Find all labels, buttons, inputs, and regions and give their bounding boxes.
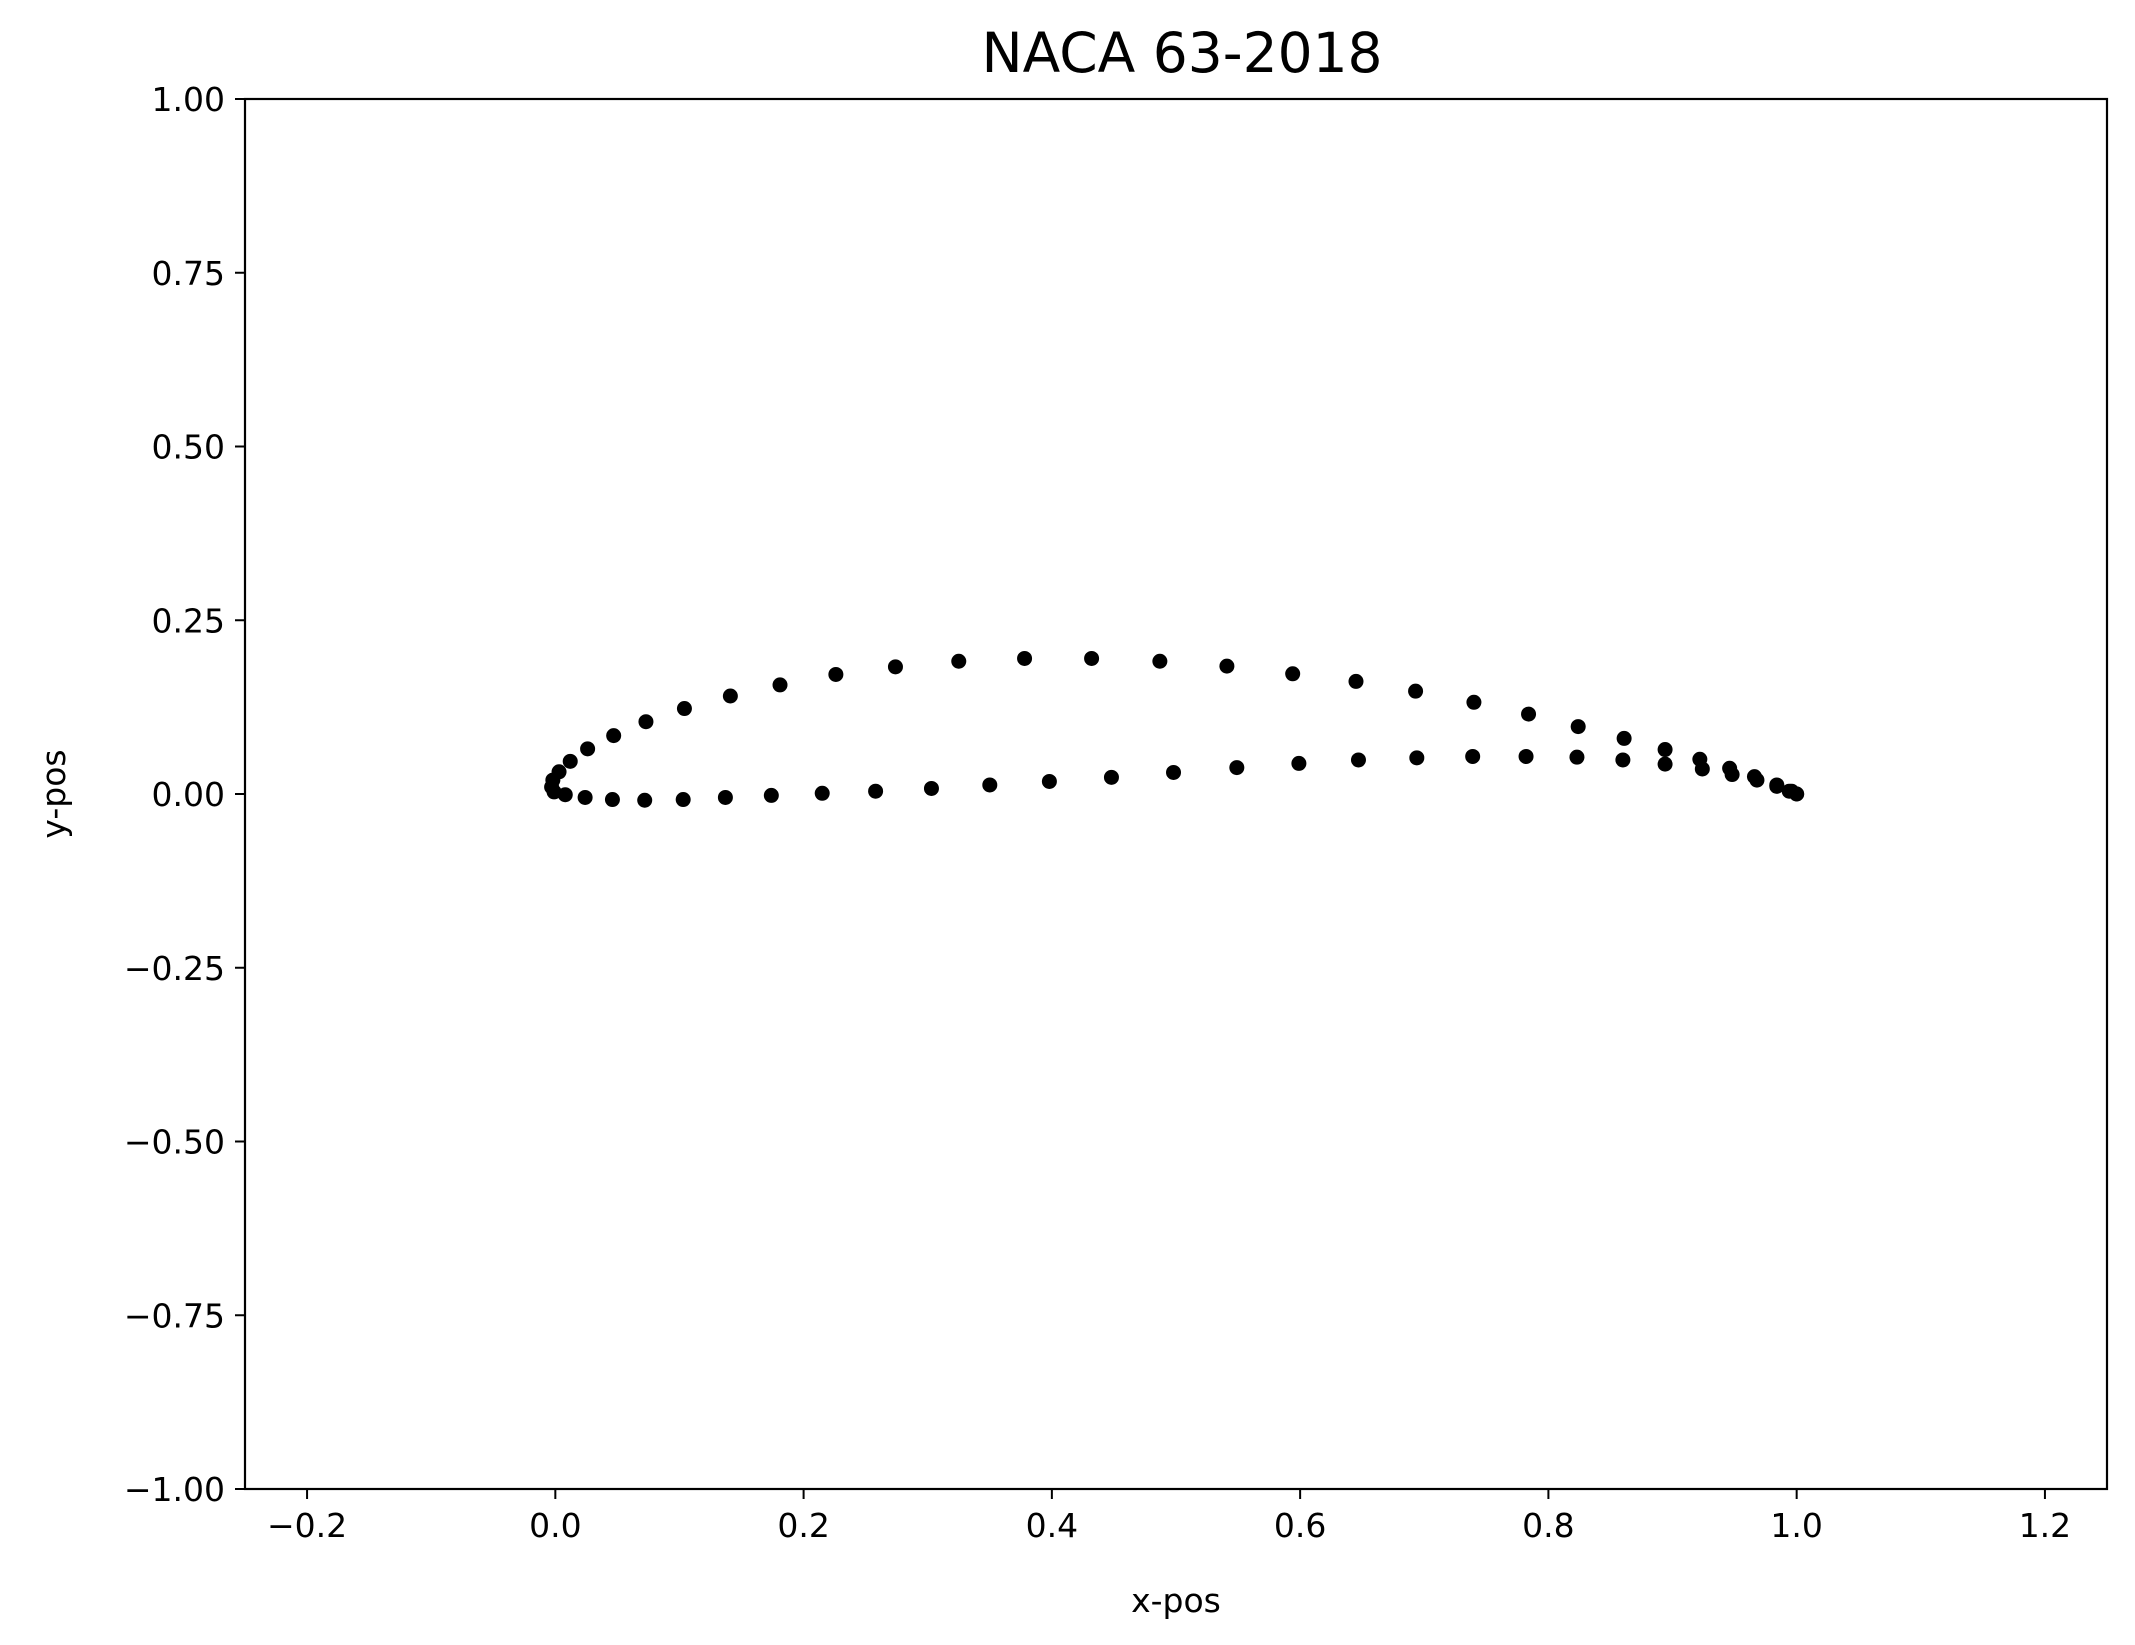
y-tick-label: 1.00 [152, 80, 225, 119]
data-point [1408, 683, 1424, 699]
data-point [1789, 786, 1805, 802]
data-point [1219, 658, 1235, 674]
x-tick-label: 0.6 [1274, 1506, 1326, 1545]
chart-title: NACA 63-2018 [981, 21, 1382, 85]
data-point [1769, 778, 1785, 794]
data-point [1350, 752, 1366, 768]
data-point [1657, 756, 1673, 772]
x-tick-label: −0.2 [267, 1506, 347, 1545]
data-point [675, 792, 691, 808]
data-point [1084, 650, 1100, 666]
data-point [1569, 749, 1585, 765]
data-point [1518, 748, 1534, 764]
data-point [562, 753, 578, 769]
x-tick-label: 0.2 [777, 1506, 829, 1545]
data-point [887, 659, 903, 675]
data-point [951, 653, 967, 669]
y-tick-label: 0.50 [152, 428, 225, 467]
x-axis-label: x-pos [1131, 1581, 1221, 1620]
y-axis-label: y-pos [34, 749, 73, 838]
plot-frame [243, 97, 2109, 1491]
x-tick-label: 0.8 [1522, 1506, 1574, 1545]
data-point [577, 789, 593, 805]
x-tick-label: 1.0 [1770, 1506, 1822, 1545]
x-tick-label: 0.0 [529, 1506, 581, 1545]
data-point [1749, 772, 1765, 788]
data-point [1570, 719, 1586, 735]
data-point [1409, 750, 1425, 766]
data-point [606, 728, 622, 744]
data-point [868, 783, 884, 799]
data-point [1465, 748, 1481, 764]
x-tick-label: 1.2 [2019, 1506, 2071, 1545]
data-point [580, 741, 596, 757]
data-point [1291, 755, 1307, 771]
data-point [557, 787, 573, 803]
data-point [604, 792, 620, 808]
data-point [1229, 760, 1245, 776]
data-point [1041, 773, 1057, 789]
data-point [717, 789, 733, 805]
data-point [1615, 752, 1631, 768]
data-point [676, 701, 692, 717]
data-point [1657, 742, 1673, 758]
data-point [1616, 730, 1632, 746]
y-tick-label: −0.50 [124, 1123, 225, 1162]
data-points [544, 650, 1805, 808]
data-point [923, 780, 939, 796]
data-point [1724, 767, 1740, 783]
y-tick-label: 0.00 [152, 775, 225, 814]
data-point [814, 785, 830, 801]
data-point [772, 677, 788, 693]
data-point [1285, 666, 1301, 682]
data-point [637, 792, 653, 808]
data-point [638, 714, 654, 730]
y-tick-label: 0.75 [152, 254, 225, 293]
x-tick-label: 0.4 [1026, 1506, 1078, 1545]
y-tick-label: −0.25 [124, 949, 225, 988]
x-axis: −0.2 0.0 0.2 0.4 0.6 0.8 1.0 1.2 [267, 1489, 2071, 1545]
data-point [1152, 653, 1168, 669]
y-tick-label: 0.25 [152, 601, 225, 640]
data-point [1348, 673, 1364, 689]
data-point [982, 777, 998, 793]
data-point [763, 787, 779, 803]
data-point [1466, 694, 1482, 710]
data-point [1166, 764, 1182, 780]
y-axis: −1.00 −0.75 −0.50 −0.25 0.00 0.25 0.50 0.75 1.00 [124, 80, 245, 1509]
data-point [722, 688, 738, 704]
data-point [1017, 650, 1033, 666]
y-tick-label: −1.00 [124, 1470, 225, 1509]
data-point [1103, 769, 1119, 785]
y-tick-label: −0.75 [124, 1296, 225, 1335]
data-point [1521, 706, 1537, 722]
data-point [1694, 761, 1710, 777]
data-point [828, 666, 844, 682]
